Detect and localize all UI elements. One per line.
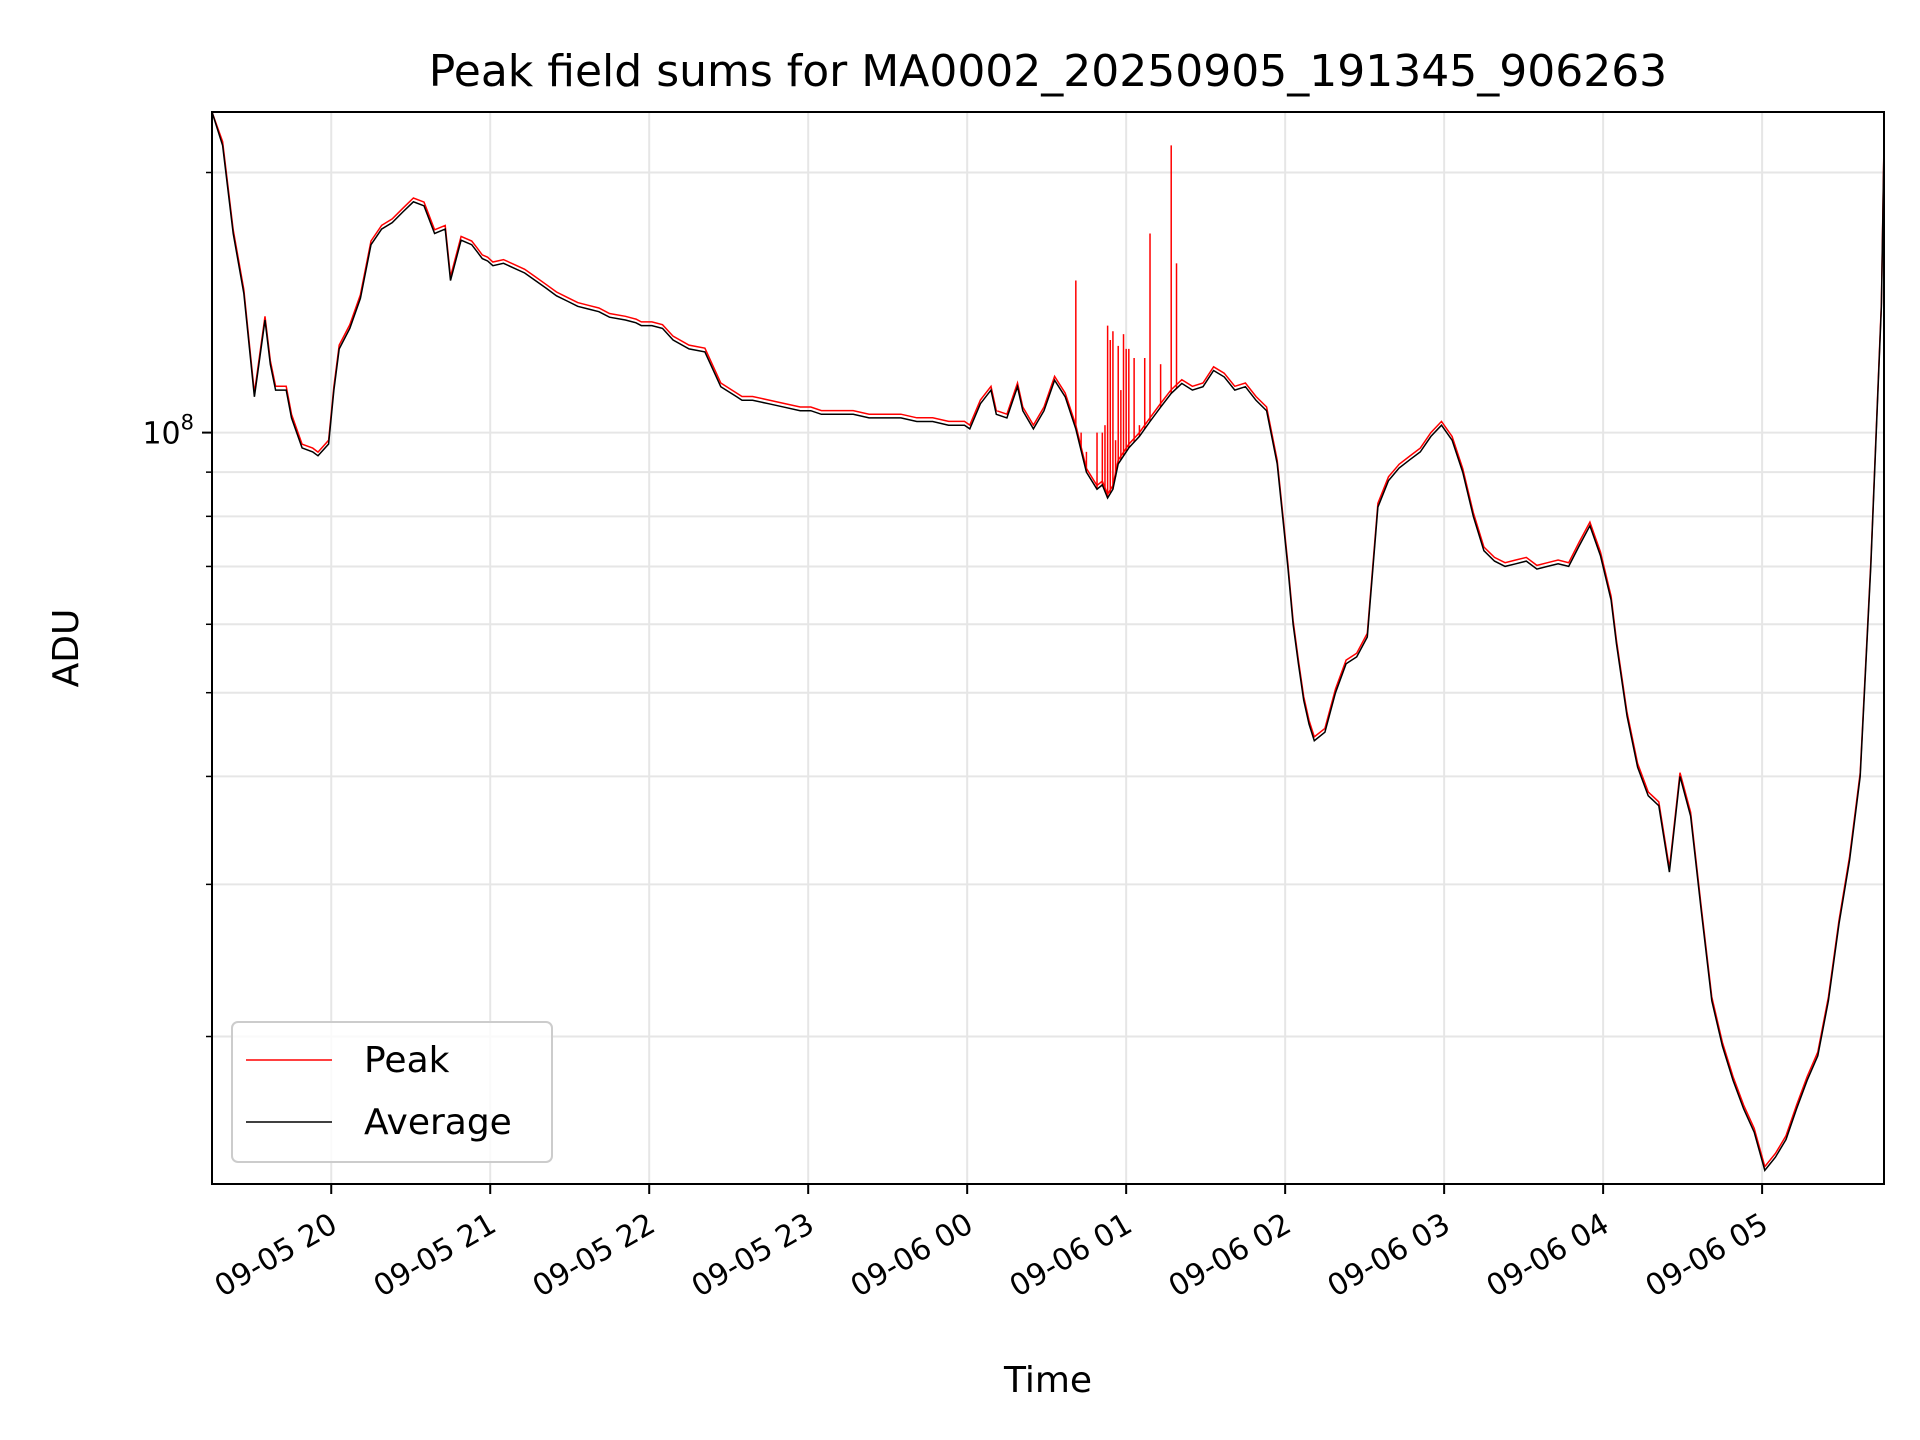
series-layer <box>211 111 1885 1173</box>
grid-lines <box>212 112 1884 1184</box>
legend-box <box>231 1021 553 1163</box>
x-axis-label: Time <box>1003 1360 1092 1401</box>
y-tick-label: 108 <box>142 411 194 452</box>
legend: Peak Average <box>231 1021 553 1163</box>
legend-average-label: Average <box>364 1102 512 1143</box>
average-series-line <box>211 111 1885 1173</box>
y-axis-label: ADU <box>46 609 87 688</box>
chart-title: Peak field sums for MA0002_20250905_1913… <box>429 46 1667 97</box>
y-axis-ticks: 108 <box>142 171 212 1038</box>
legend-peak-label: Peak <box>364 1040 450 1081</box>
plot-frame <box>211 111 1885 1185</box>
